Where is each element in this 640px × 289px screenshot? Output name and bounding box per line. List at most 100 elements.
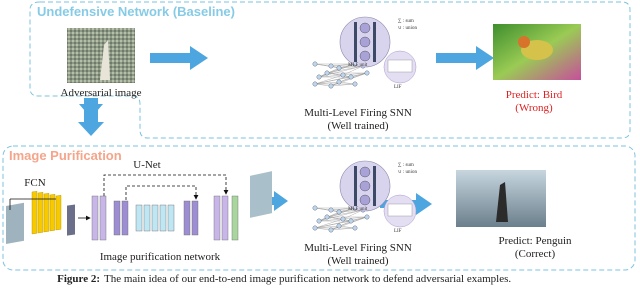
snn-edge — [314, 218, 344, 229]
mlf-neuron — [359, 194, 371, 206]
arrow — [436, 46, 494, 70]
prediction-verdict: (Wrong) — [515, 102, 553, 114]
arrow — [150, 46, 208, 70]
model-name: Multi-Level Firing SNN — [304, 242, 412, 254]
lif-box — [387, 59, 413, 73]
snn-edge — [314, 63, 340, 69]
model-name: Multi-Level Firing SNN — [304, 107, 412, 119]
snn-edge — [314, 216, 368, 229]
fcn-block — [43, 193, 50, 233]
unet-block — [143, 204, 151, 232]
unet-block — [231, 195, 239, 241]
fcn-output — [67, 204, 75, 236]
snn-node — [316, 74, 322, 80]
lif-label: LIF — [394, 229, 402, 234]
lif-box — [387, 203, 413, 217]
snn-node — [312, 225, 318, 231]
snn-node — [340, 216, 346, 222]
unet-block — [151, 204, 159, 232]
snn-node — [348, 74, 354, 80]
snn-edge — [338, 81, 356, 85]
model-status: (Well trained) — [327, 120, 388, 132]
unet-block — [99, 195, 107, 241]
mlf-bar — [373, 22, 376, 62]
mlf-neuron — [359, 36, 371, 48]
snn-edge — [326, 216, 352, 222]
snn-edge — [330, 83, 356, 87]
baseline-box — [29, 1, 631, 139]
unet-label: U-Net — [133, 159, 161, 171]
mlf-neuron — [359, 22, 371, 34]
prediction-label: Predict: Bird — [506, 89, 563, 101]
snn-edge — [314, 83, 332, 87]
mlf-label: MLF unit — [348, 207, 368, 212]
snn-edge — [330, 63, 356, 67]
snn-node — [364, 214, 370, 220]
snn-edge — [330, 207, 356, 211]
unet-block — [167, 204, 175, 232]
snn-node — [352, 81, 358, 87]
unet-block — [191, 200, 199, 236]
snn-node — [328, 207, 334, 213]
mlf-neuron — [359, 50, 371, 62]
penguin-shape — [496, 182, 508, 222]
legend-item: ∪ : union — [398, 26, 417, 31]
purification-title: Image Purification — [9, 148, 122, 163]
caption-label: Figure 2: — [57, 273, 100, 285]
snn-edge — [314, 225, 340, 229]
mlf-bar — [354, 22, 357, 62]
network-label: Image purification network — [100, 251, 221, 263]
snn-node — [352, 225, 358, 231]
snn-edge — [326, 72, 352, 78]
lif-label: LIF — [394, 85, 402, 90]
snn-node — [328, 83, 334, 89]
snn-node — [336, 223, 342, 229]
caption-text: The main idea of our end-to-end image pu… — [104, 273, 511, 285]
purification-box — [2, 145, 636, 271]
legend-item: ∑ : sum — [398, 18, 414, 24]
snn-node — [324, 70, 330, 76]
input-image — [6, 202, 24, 244]
snn-node — [348, 218, 354, 224]
snn-edge — [314, 72, 368, 85]
fcn-block — [37, 192, 44, 234]
snn-node — [312, 61, 318, 67]
mlf-label: MLF unit — [348, 63, 368, 68]
snn-node — [312, 205, 318, 211]
skip-connection — [125, 185, 199, 200]
snn-edge — [326, 65, 364, 74]
arrow-down — [78, 110, 104, 136]
mlf-neuron — [359, 180, 371, 192]
snn-node — [336, 65, 342, 71]
unet-block — [121, 200, 129, 236]
snn-edge — [330, 227, 356, 231]
snn-node — [316, 218, 322, 224]
adversarial-label: Adversarial image — [61, 87, 142, 99]
unet-block — [135, 204, 143, 232]
prediction-label: Predict: Penguin — [498, 235, 572, 247]
snn-edge — [314, 81, 340, 85]
snn-edge — [314, 74, 344, 85]
snn-node — [340, 72, 346, 78]
fcn-block — [55, 195, 62, 231]
unet-block — [183, 200, 191, 236]
snn-node — [312, 81, 318, 87]
model-status: (Well trained) — [327, 255, 388, 267]
arrow-down — [79, 98, 103, 118]
baseline-title: Undefensive Network (Baseline) — [37, 4, 235, 19]
fcn-block — [31, 191, 38, 235]
snn-node — [336, 79, 342, 85]
mlf-bar — [373, 166, 376, 206]
bird-head — [518, 36, 530, 48]
snn-node — [324, 214, 330, 220]
snn-edge — [342, 209, 364, 220]
mlf-neuron — [359, 166, 371, 178]
snn-edge — [318, 74, 344, 78]
snn-edge — [318, 207, 356, 222]
fcn-label: FCN — [24, 177, 45, 189]
legend-item: ∑ : sum — [398, 162, 414, 168]
legend-item: ∪ : union — [398, 170, 417, 175]
snn-edge — [342, 72, 368, 76]
unet-block — [113, 200, 121, 236]
